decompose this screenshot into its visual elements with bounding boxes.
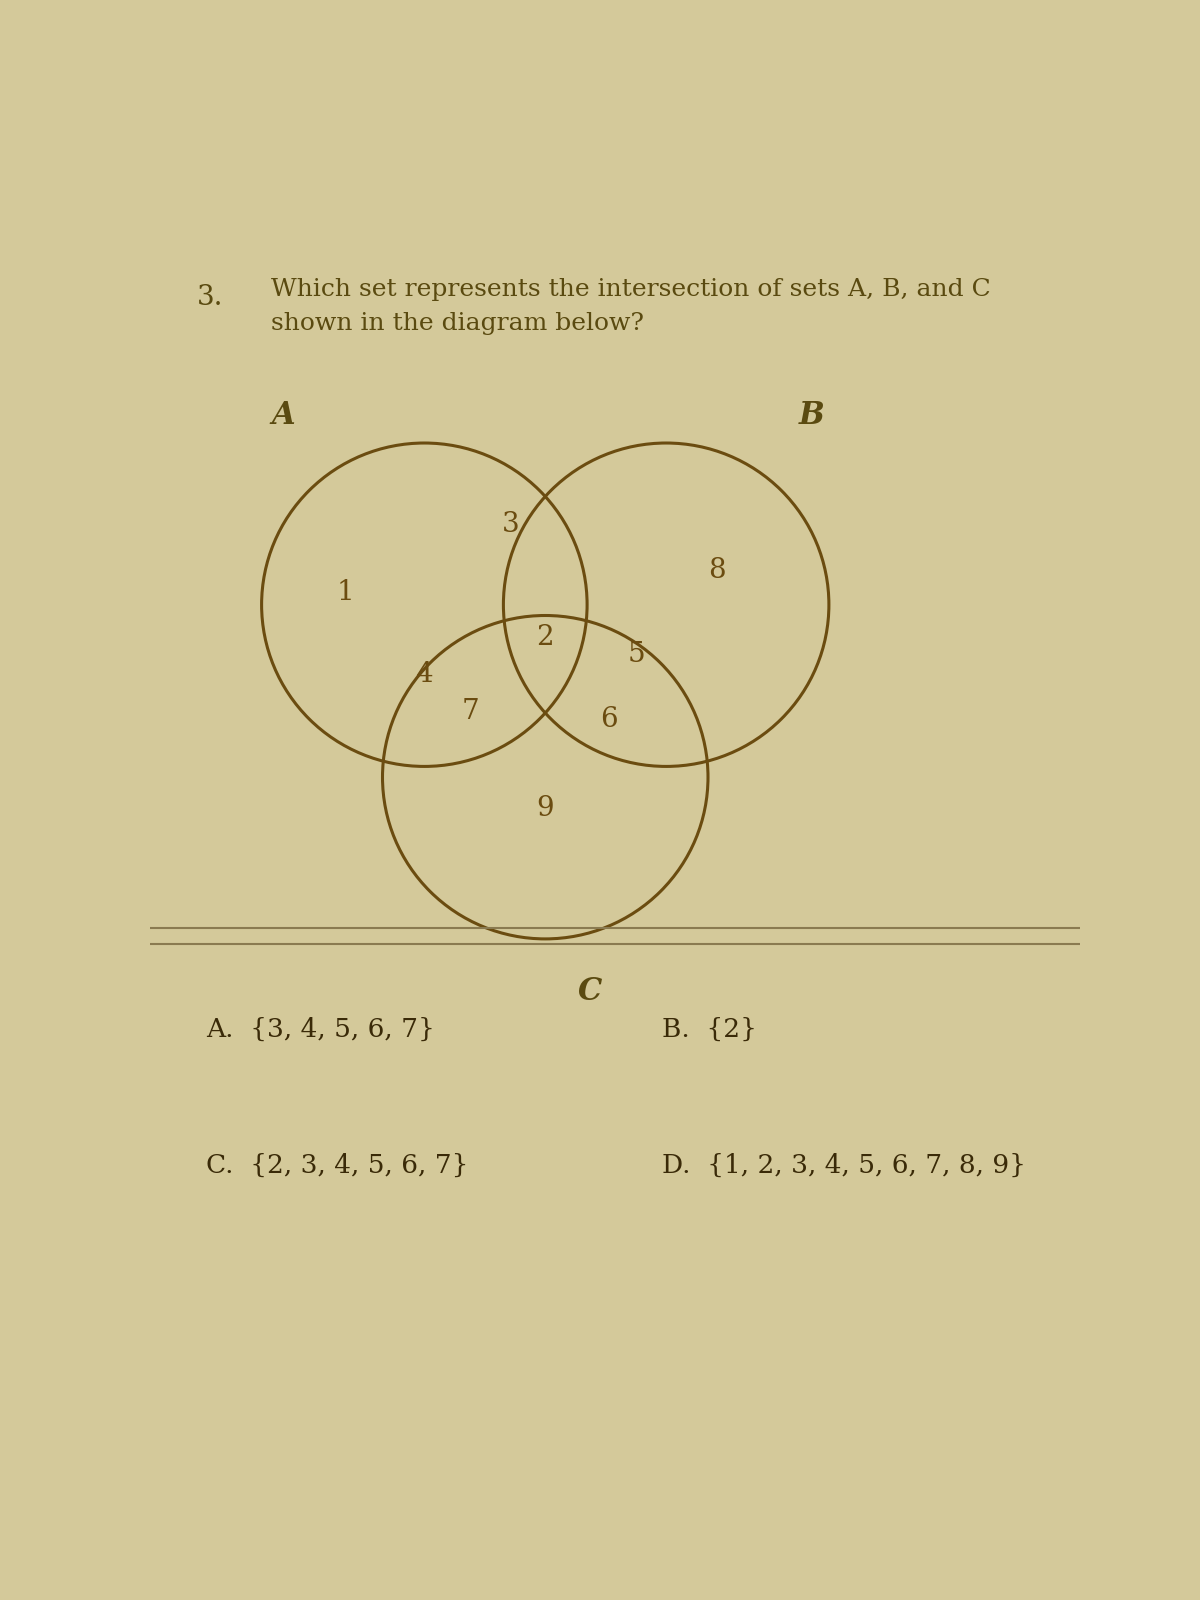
Text: 9: 9 (536, 795, 554, 821)
Text: 5: 5 (628, 640, 646, 667)
Text: A: A (271, 400, 294, 430)
Text: 8: 8 (708, 557, 726, 584)
Text: A.  {3, 4, 5, 6, 7}: A. {3, 4, 5, 6, 7} (206, 1018, 434, 1042)
Text: C: C (578, 976, 602, 1006)
Text: 3: 3 (502, 510, 520, 538)
Text: 7: 7 (462, 699, 480, 725)
Text: 1: 1 (336, 579, 354, 606)
Text: 3.: 3. (197, 285, 223, 312)
Text: B: B (798, 400, 824, 430)
Text: 2: 2 (536, 624, 554, 651)
Text: Which set represents the intersection of sets A, B, and C
shown in the diagram b: Which set represents the intersection of… (271, 278, 991, 334)
Text: C.  {2, 3, 4, 5, 6, 7}: C. {2, 3, 4, 5, 6, 7} (206, 1152, 468, 1178)
Text: B.  {2}: B. {2} (661, 1018, 756, 1042)
Text: 4: 4 (415, 661, 433, 688)
Text: D.  {1, 2, 3, 4, 5, 6, 7, 8, 9}: D. {1, 2, 3, 4, 5, 6, 7, 8, 9} (661, 1152, 1025, 1178)
Text: 6: 6 (600, 706, 617, 733)
